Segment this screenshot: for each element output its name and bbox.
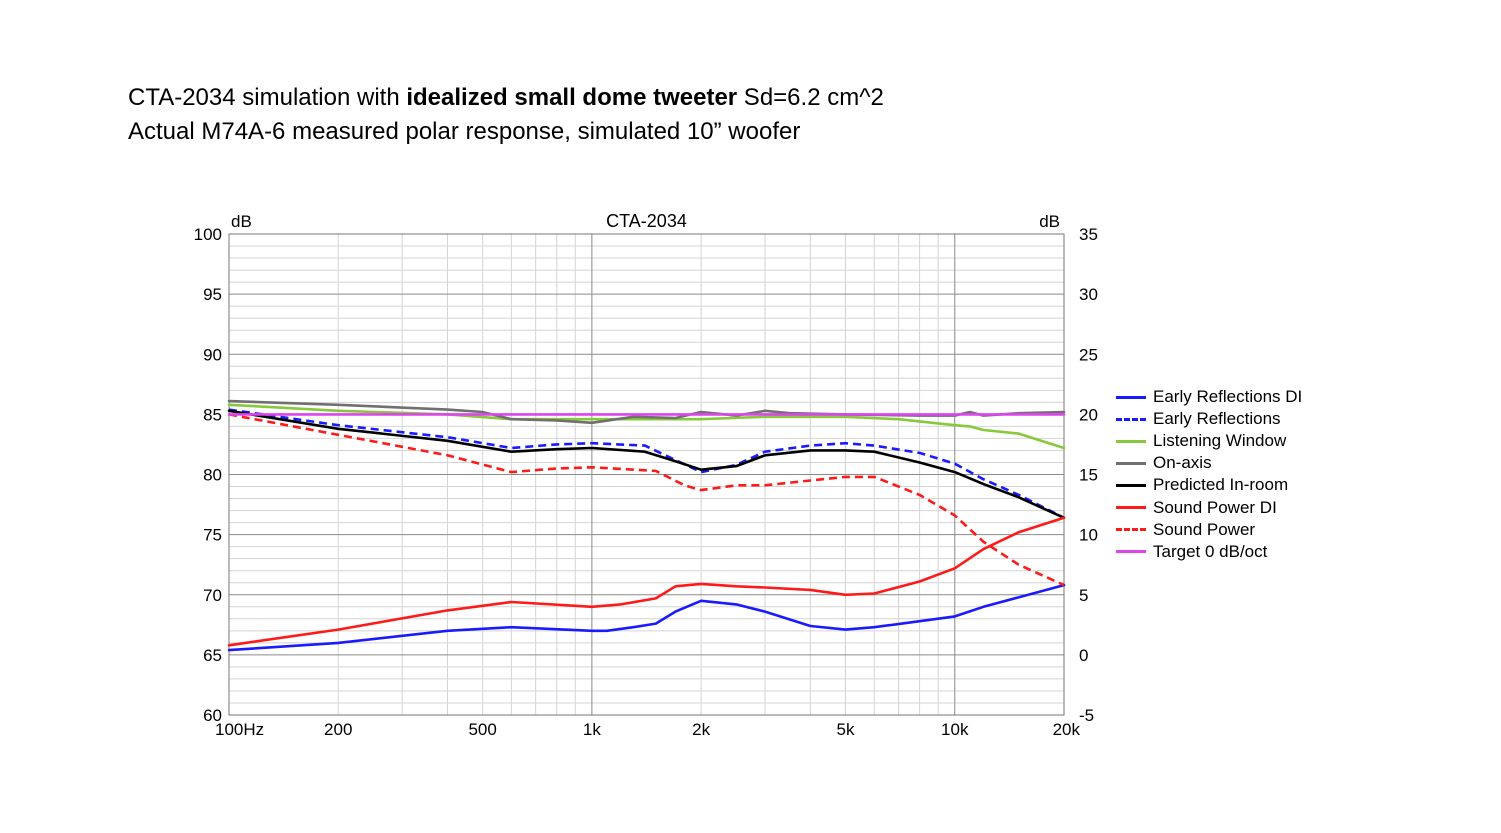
caption-line-2: Actual M74A-6 measured polar response, s…	[128, 118, 801, 145]
legend-item: Target 0 dB/oct	[1116, 541, 1302, 563]
series-line-sound-power	[228, 413, 1065, 587]
y-left-tick-label: 100	[194, 225, 222, 244]
legend-item: Sound Power	[1116, 519, 1302, 541]
y-right-tick-label: 0	[1079, 646, 1088, 665]
legend-label: Predicted In-room	[1153, 475, 1289, 495]
legend-item: Early Reflections DI	[1116, 386, 1302, 408]
legend-swatch	[1116, 461, 1146, 465]
caption-line-1: CTA-2034 simulation with idealized small…	[128, 84, 884, 112]
y-left-tick-label: 75	[203, 526, 222, 545]
y-left-tick-label: 80	[203, 466, 222, 485]
x-tick-label: 500	[468, 720, 496, 739]
y-left-unit-label: dB	[231, 212, 252, 231]
x-tick-label: 20k	[1053, 720, 1081, 739]
y-right-tick-label: -5	[1079, 706, 1094, 725]
legend-swatch	[1116, 395, 1146, 399]
y-right-tick-label: 30	[1079, 285, 1098, 304]
legend-swatch	[1116, 417, 1146, 421]
legend-item: Listening Window	[1116, 430, 1302, 452]
x-tick-label: 1k	[583, 720, 601, 739]
legend-label: On-axis	[1153, 453, 1212, 473]
y-left-tick-label: 60	[203, 706, 222, 725]
chart-title: CTA-2034	[606, 211, 687, 231]
x-tick-label: 100Hz	[215, 720, 264, 739]
legend-item: Predicted In-room	[1116, 474, 1302, 496]
x-tick-label: 10k	[941, 720, 969, 739]
series-line-early-reflections-di	[227, 583, 1066, 652]
caption-bold: idealized small dome tweeter	[406, 84, 738, 111]
series-line-sound-power-di	[227, 516, 1066, 647]
legend-swatch	[1116, 483, 1146, 487]
chart-legend: Early Reflections DI Early Reflections Lis…	[1116, 386, 1302, 563]
y-right-tick-label: 35	[1079, 225, 1098, 244]
y-right-tick-label: 20	[1079, 405, 1098, 424]
legend-label: Early Reflections DI	[1153, 387, 1303, 407]
legend-item: Early Reflections	[1116, 408, 1302, 430]
legend-swatch	[1116, 550, 1146, 554]
caption-suffix: Sd=6.2 cm^2	[737, 84, 884, 111]
y-right-tick-label: 25	[1079, 345, 1098, 364]
y-right-tick-label: 15	[1079, 466, 1098, 485]
y-left-tick-label: 90	[203, 345, 222, 364]
legend-label: Sound Power DI	[1153, 497, 1277, 517]
legend-swatch	[1116, 439, 1146, 443]
legend-label: Target 0 dB/oct	[1153, 541, 1268, 561]
legend-swatch	[1116, 528, 1146, 532]
plot-frame	[228, 233, 1065, 716]
y-left-tick-label: 70	[203, 586, 222, 605]
x-tick-label: 5k	[837, 720, 855, 739]
legend-item: Sound Power DI	[1116, 496, 1302, 518]
y-left-tick-label: 65	[203, 646, 222, 665]
series-line-early-reflections	[228, 408, 1065, 519]
y-right-tick-label: 10	[1079, 526, 1098, 545]
legend-label: Sound Power	[1153, 519, 1256, 539]
x-tick-label: 2k	[692, 720, 710, 739]
y-left-tick-label: 85	[203, 405, 222, 424]
legend-label: Early Reflections	[1153, 409, 1281, 429]
legend-label: Listening Window	[1153, 431, 1287, 451]
legend-swatch	[1116, 506, 1146, 510]
y-right-tick-label: 5	[1079, 586, 1088, 605]
y-left-tick-label: 95	[203, 285, 222, 304]
caption-prefix: CTA-2034 simulation with	[128, 84, 407, 111]
legend-item: On-axis	[1116, 452, 1302, 474]
series-line-predicted-in-room	[227, 409, 1066, 520]
y-right-unit-label: dB	[1039, 212, 1060, 231]
x-tick-label: 200	[324, 720, 352, 739]
